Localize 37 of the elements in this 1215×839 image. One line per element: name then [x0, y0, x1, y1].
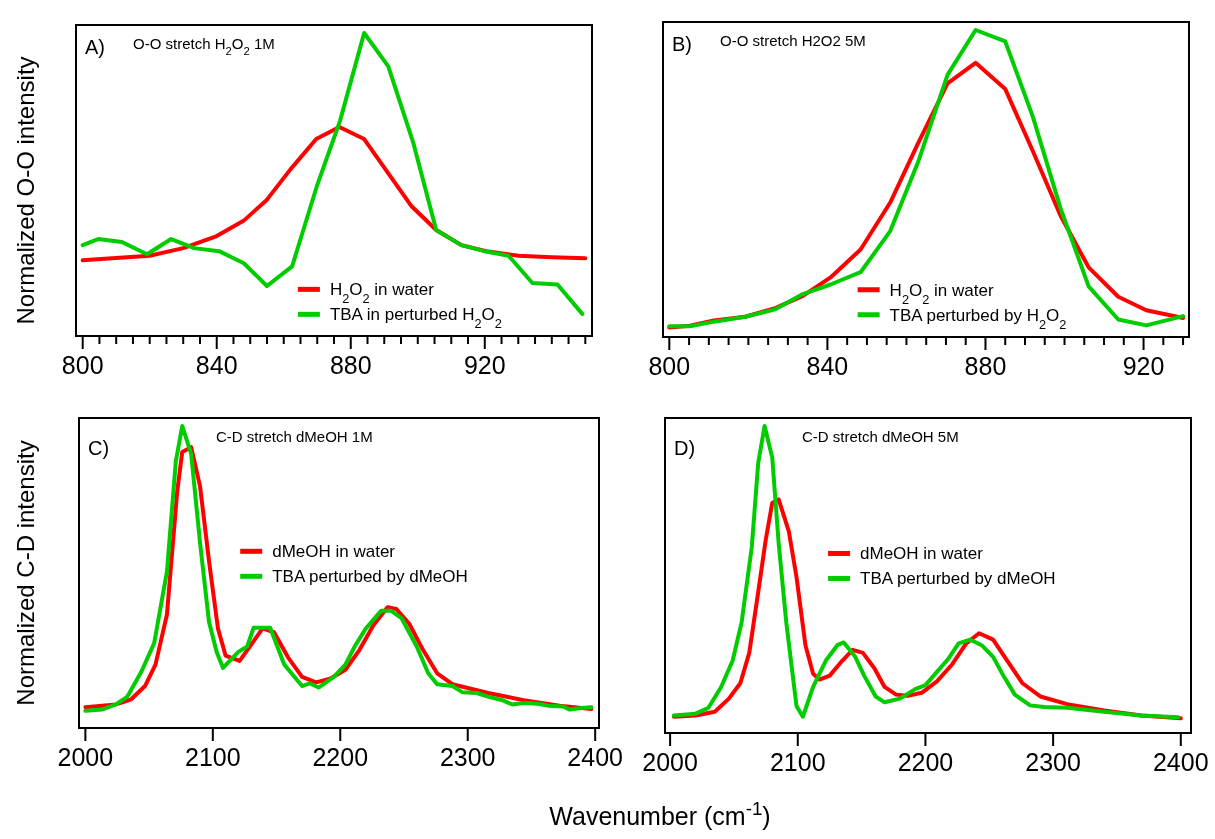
x-axis-title: Wavenumber (cm$^{-1}$) — [549, 797, 771, 830]
x-tick-label: 2200 — [312, 743, 369, 771]
x-tick-label: 2400 — [1152, 748, 1209, 776]
x-tick-label: 840 — [195, 351, 238, 379]
x-tick-label: 920 — [463, 351, 506, 379]
x-tick-label: 2100 — [769, 748, 826, 776]
annotation: A) — [85, 36, 105, 58]
x-tick-label: 800 — [61, 351, 104, 379]
y-axis-title: Normalized O-O intensity — [12, 56, 39, 325]
x-tick-label: 2000 — [642, 748, 698, 776]
x-tick-label: 2100 — [185, 743, 241, 771]
x-tick-label: 2400 — [567, 743, 623, 771]
legend-label: dMeOH in water — [272, 542, 396, 562]
x-tick-label: 2000 — [57, 743, 114, 771]
x-tick-label: 2300 — [439, 743, 496, 771]
x-tick-label: 880 — [329, 351, 372, 379]
annotation: C) — [88, 437, 110, 459]
legend-label: H$_{2}$O$_{2}$ in water — [889, 280, 994, 307]
chart-title: O-O stretch H2O2 5M — [720, 32, 866, 49]
y-axis-title: Normalized C-D intensity — [12, 440, 39, 706]
chart-title: C-D stretch dMeOH 5M — [802, 428, 959, 445]
annotation: D) — [674, 437, 696, 459]
legend-label: TBA in perturbed H$_{2}$O$_{2}$ — [329, 305, 502, 331]
chart-title: C-D stretch dMeOH 1M — [216, 428, 373, 445]
chart-title: O-O stretch H$_{2}$O$_{2}$ 1M — [133, 35, 275, 57]
legend-label: TBA perturbed by dMeOH — [272, 567, 468, 587]
x-tick-label: 2300 — [1025, 748, 1081, 776]
annotation: B) — [672, 33, 692, 55]
legend-label: TBA perturbed by H$_{2}$O$_{2}$ — [889, 305, 1067, 332]
x-tick-label: 920 — [1122, 352, 1165, 380]
legend-label: H$_{2}$O$_{2}$ in water — [329, 280, 435, 306]
x-tick-label: 800 — [648, 352, 691, 380]
x-tick-label: 840 — [806, 352, 849, 380]
legend-label: dMeOH in water — [860, 544, 984, 564]
x-tick-label: 880 — [964, 352, 1007, 380]
x-tick-label: 2200 — [897, 748, 954, 776]
legend-label: TBA perturbed by dMeOH — [860, 569, 1056, 589]
